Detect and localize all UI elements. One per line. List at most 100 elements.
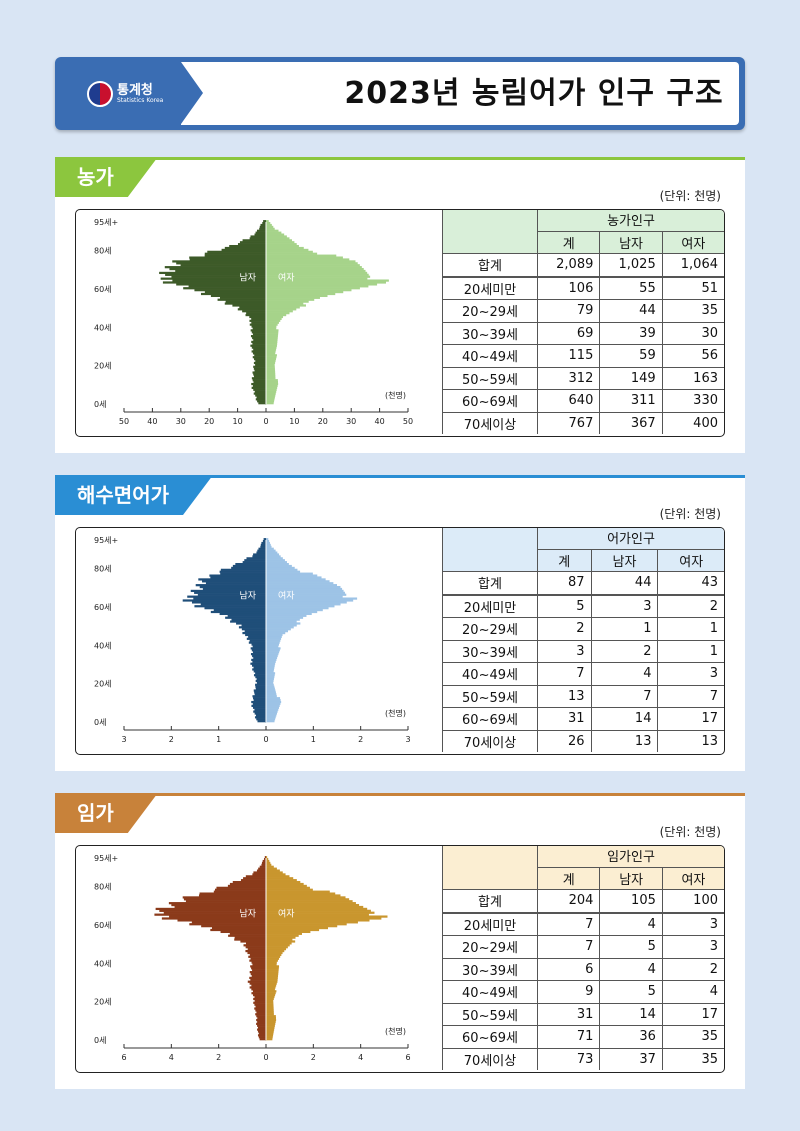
bar-male-age-60 — [183, 287, 266, 290]
bar-male-age-35 — [250, 653, 266, 656]
population-pyramid-chart: 0세 20세 40세 60세 80세 95세+ 50 40 30 20 10 0 10 20 30 40 50 (… — [94, 218, 413, 426]
bar-male-age-23 — [255, 676, 266, 679]
bar-female-age-69 — [266, 905, 364, 909]
bar-male-age-2 — [255, 398, 266, 401]
bar-female-age-71 — [266, 584, 337, 587]
bar-female-age-9 — [266, 384, 278, 388]
x-tick-label: 2 — [169, 735, 174, 744]
bar-female-age-23 — [266, 994, 276, 997]
bar-male-age-43 — [248, 955, 266, 958]
bar-female-age-70 — [266, 267, 364, 271]
bar-female-age-66 — [266, 593, 347, 596]
bar-female-age-29 — [266, 664, 275, 667]
bar-female-age-17 — [266, 369, 276, 372]
bar-female-age-91 — [266, 545, 272, 548]
bar-female-age-73 — [266, 898, 350, 901]
bar-female-age-56 — [266, 930, 311, 934]
cell-female: 35 — [661, 299, 724, 323]
bar-female-age-69 — [266, 587, 343, 591]
bar-male-age-66 — [171, 275, 266, 278]
bar-male-age-77 — [204, 254, 266, 257]
bar-female-age-13 — [266, 377, 276, 380]
x-tick-label: 10 — [289, 417, 299, 426]
table-subheader-row: 계 남자 여자 — [443, 866, 724, 890]
bar-male-age-0 — [258, 402, 266, 405]
bar-male-age-27 — [249, 986, 266, 989]
bar-female-age-11 — [266, 1017, 276, 1020]
table-row: 60~69세 71 36 35 — [442, 1025, 724, 1049]
table-corner-cell — [442, 846, 538, 890]
bar-female-age-0 — [266, 402, 274, 405]
bar-male-age-69 — [202, 587, 266, 591]
x-tick-label: 2 — [216, 1053, 221, 1062]
bar-male-age-46 — [242, 631, 266, 635]
cell-male: 44 — [590, 571, 659, 596]
bar-male-age-81 — [224, 246, 266, 250]
bar-female-age-57 — [266, 292, 336, 296]
bar-male-age-88 — [254, 233, 266, 236]
bar-male-age-89 — [257, 549, 266, 552]
bar-female-age-61 — [266, 285, 369, 288]
population-pyramid-chart: 0세 20세 40세 60세 80세 95세+ 3 2 1 0 1 2 3 (천명) 남자 여자 — [94, 536, 411, 744]
cell-male: 367 — [599, 411, 663, 434]
bar-male-age-88 — [256, 869, 266, 872]
table-row: 30~39세 69 39 30 — [442, 321, 724, 345]
bar-male-age-4 — [255, 394, 266, 397]
bar-female-age-1 — [266, 400, 275, 403]
bar-male-age-93 — [262, 859, 266, 863]
bar-male-age-64 — [193, 597, 266, 600]
x-tick-label: 3 — [121, 735, 126, 744]
bar-female-age-12 — [266, 379, 278, 382]
x-tick-label: 30 — [176, 417, 186, 426]
bar-female-age-45 — [266, 951, 283, 955]
x-tick-label: 50 — [119, 417, 129, 426]
bar-female-age-43 — [266, 637, 282, 640]
bar-male-age-31 — [252, 342, 266, 345]
cell-total: 106 — [536, 276, 601, 300]
unit-label: (단위: 천명) — [659, 825, 721, 839]
bar-male-age-5 — [253, 392, 266, 395]
bar-female-age-25 — [266, 672, 276, 675]
bar-male-age-1 — [256, 718, 266, 721]
bar-female-age-4 — [266, 712, 277, 715]
row-label: 70세이상 — [442, 411, 538, 434]
bar-female-age-49 — [266, 626, 294, 629]
bar-female-age-22 — [266, 995, 275, 999]
bar-female-age-33 — [266, 338, 278, 342]
bar-male-age-13 — [255, 1013, 266, 1016]
bar-male-age-31 — [252, 660, 266, 663]
bar-male-age-70 — [169, 267, 266, 271]
bar-male-age-5 — [257, 1028, 266, 1031]
cell-female: 1 — [657, 617, 724, 641]
cell-total: 73 — [536, 1047, 601, 1070]
bar-female-age-23 — [266, 676, 275, 679]
bar-female-age-62 — [266, 919, 370, 922]
cell-female: 4 — [661, 980, 724, 1004]
bar-male-age-79 — [216, 886, 266, 889]
panel-tab: 농가 — [55, 157, 158, 197]
bar-female-age-60 — [266, 287, 360, 290]
bar-male-age-7 — [257, 1024, 266, 1027]
cell-female: 3 — [661, 935, 724, 959]
bar-male-age-94 — [263, 858, 266, 861]
bar-female-age-81 — [266, 882, 304, 886]
bar-female-age-60 — [266, 923, 347, 926]
bar-female-age-28 — [266, 666, 275, 669]
male-label: 남자 — [239, 909, 256, 920]
bar-male-age-37 — [251, 649, 266, 652]
bar-female-age-42 — [266, 639, 281, 642]
cell-female: 35 — [661, 1047, 724, 1070]
table-row: 합계 87 44 43 — [442, 571, 724, 596]
bar-male-age-45 — [249, 315, 266, 319]
table-row: 50~59세 13 7 7 — [442, 684, 724, 708]
table-row: 20세미만 106 55 51 — [442, 276, 724, 300]
bar-male-age-57 — [200, 292, 266, 296]
bar-female-age-39 — [266, 963, 277, 966]
row-label: 20~29세 — [442, 299, 538, 323]
table-subheader-row: 계 남자 여자 — [443, 548, 724, 572]
bar-male-age-72 — [205, 582, 266, 585]
female-label: 여자 — [278, 590, 295, 602]
bar-male-age-68 — [155, 907, 266, 911]
cell-total: 640 — [536, 389, 601, 413]
bar-female-age-91 — [266, 227, 275, 230]
